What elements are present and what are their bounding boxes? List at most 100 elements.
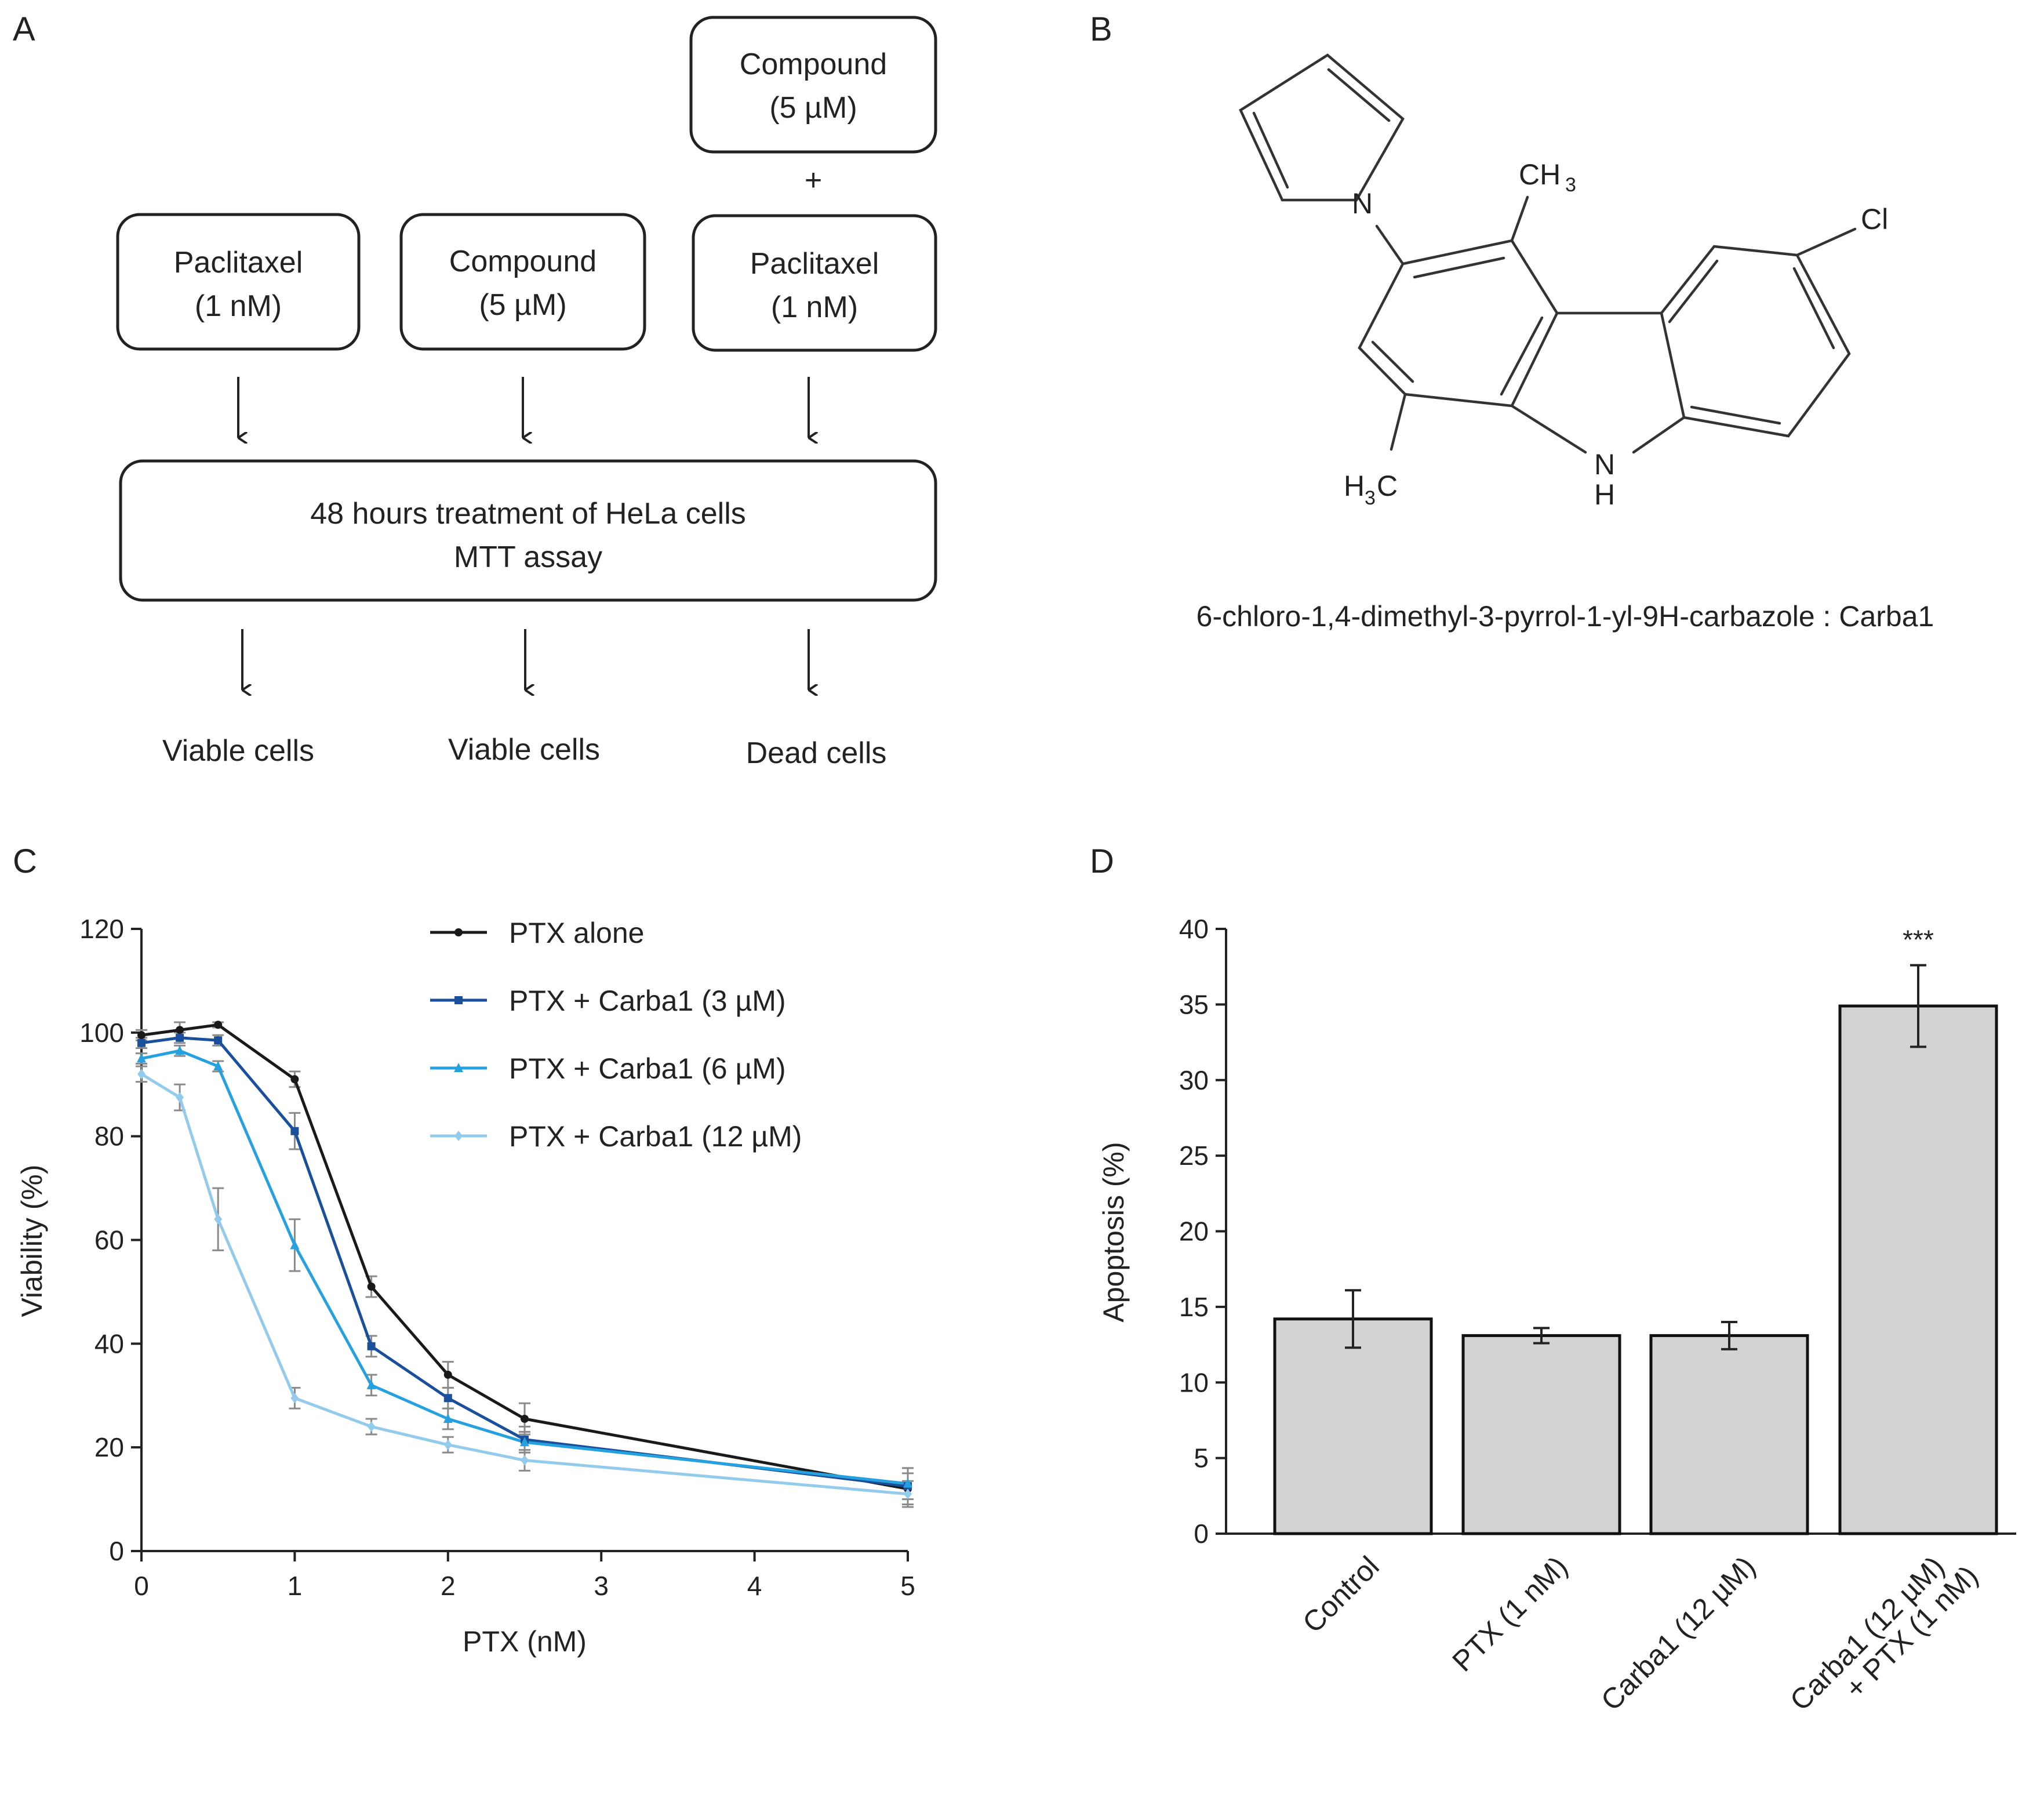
c-y-tick-label: 20 xyxy=(94,1432,124,1462)
box-treatment: 48 hours treatment of HeLa cells MTT ass… xyxy=(119,459,937,602)
c-y-tick-label: 0 xyxy=(109,1536,124,1566)
c-x-tick-label: 4 xyxy=(747,1571,762,1601)
panel-c-line-chart: C 0 20 40 60 80 100 120 0 1 2 3 4 5 PTX (nM) Viabil… xyxy=(13,842,915,1658)
c-data-point xyxy=(290,1240,300,1250)
atom-cl: Cl xyxy=(1861,203,1888,235)
c-data-point xyxy=(137,1038,146,1047)
box-compound-mid-line2: (5 µM) xyxy=(479,288,566,322)
c-data-point xyxy=(213,1061,223,1070)
c-series-line xyxy=(140,1073,908,1496)
c-legend-label: PTX alone xyxy=(509,917,644,949)
c-data-point xyxy=(366,1379,376,1389)
panel-b: B xyxy=(1090,10,1934,633)
atom-h3c-sub: 3 xyxy=(1365,487,1376,509)
c-y-tick-label: 100 xyxy=(79,1018,124,1048)
box-compound-top-line2: (5 µM) xyxy=(769,91,857,125)
d-bar xyxy=(1273,1317,1433,1535)
c-y-tick-label: 40 xyxy=(94,1328,124,1359)
box-paclitaxel-right: Paclitaxel (1 nM) xyxy=(692,214,937,352)
c-data-point xyxy=(367,1342,376,1350)
c-error-bars xyxy=(136,1021,914,1508)
c-data-point xyxy=(521,1414,529,1423)
atom-ch3-top: CH xyxy=(1519,158,1561,191)
c-series-lines xyxy=(140,1023,908,1496)
c-data-point xyxy=(454,1063,463,1072)
atom-h3c-c: C xyxy=(1377,470,1398,502)
c-legend-label: PTX + Carba1 (6 µM) xyxy=(509,1052,786,1085)
compound-caption: 6-chloro-1,4-dimethyl-3-pyrrol-1-yl-9H-c… xyxy=(1196,600,1934,633)
c-data-point xyxy=(290,1127,299,1135)
d-x-tick-label: PTX (1 nM) xyxy=(1446,1550,1573,1677)
c-data-point xyxy=(290,1075,299,1084)
carba1-structure xyxy=(1239,53,1857,454)
box-paclitaxel-left-line1: Paclitaxel xyxy=(174,246,303,279)
c-data-point xyxy=(176,1092,184,1103)
c-data-point xyxy=(521,1455,529,1466)
c-legend-label: PTX + Carba1 (12 µM) xyxy=(509,1120,802,1153)
panel-label-a: A xyxy=(13,10,35,48)
panel-label-d: D xyxy=(1090,842,1114,880)
d-y-tick-label: 25 xyxy=(1179,1141,1209,1171)
c-legend: PTX alone PTX + Carba1 (3 µM) PTX + Carba1… xyxy=(430,917,802,1153)
outcome-2: Viable cells xyxy=(448,733,600,767)
panel-d-bar-chart: D 0 5 10 15 20 25 30 35 40 *** Control PTX (1 nM)… xyxy=(1090,842,2016,1717)
c-y-axis-label: Viability (%) xyxy=(16,1164,48,1317)
c-data-point xyxy=(175,1045,185,1055)
d-significance-label: *** xyxy=(1903,925,1934,955)
box-paclitaxel-left: Paclitaxel (1 nM) xyxy=(116,213,361,351)
c-data-point xyxy=(137,1053,146,1063)
c-legend-label: PTX + Carba1 (3 µM) xyxy=(509,985,786,1017)
d-y-tick-label: 0 xyxy=(1194,1519,1209,1549)
d-y-ticks: 0 5 10 15 20 25 30 35 40 xyxy=(1179,914,1226,1549)
c-data-point xyxy=(214,1036,223,1045)
box-paclitaxel-right-line2: (1 nM) xyxy=(771,290,858,324)
plus-sign: + xyxy=(805,164,822,197)
d-y-axis-label: Apoptosis (%) xyxy=(1097,1142,1130,1322)
c-data-point xyxy=(367,1282,376,1291)
c-data-point xyxy=(443,1439,452,1450)
panel-a: A Paclitaxel (1 nM) Compound (5 µM) Comp… xyxy=(13,10,937,770)
atom-nh-n: N xyxy=(1594,448,1615,481)
c-y-ticks: 0 20 40 60 80 100 120 xyxy=(79,914,141,1566)
carba1-atom-labels: N CH 3 Cl N H H 3 C xyxy=(1344,158,1888,511)
d-y-tick-label: 35 xyxy=(1179,989,1209,1019)
c-x-tick-label: 2 xyxy=(441,1571,456,1601)
c-x-ticks: 0 1 2 3 4 5 xyxy=(134,1551,915,1601)
panel-label-b: B xyxy=(1090,10,1112,48)
c-data-point xyxy=(176,1033,184,1042)
box-treatment-line2: MTT assay xyxy=(454,540,602,574)
c-data-point xyxy=(454,928,463,936)
c-data-point xyxy=(290,1393,299,1404)
d-y-tick-label: 40 xyxy=(1179,914,1209,944)
atom-nh-h: H xyxy=(1594,478,1615,511)
c-data-point xyxy=(137,1069,146,1080)
d-x-tick-labels: Control PTX (1 nM) Carba1 (12 µM) Carba1 (1… xyxy=(1296,1550,1984,1717)
c-series-markers xyxy=(137,1021,912,1499)
c-x-tick-label: 0 xyxy=(134,1571,149,1601)
panel-label-c: C xyxy=(13,842,37,880)
d-y-tick-label: 15 xyxy=(1179,1292,1209,1322)
c-data-point xyxy=(214,1021,223,1029)
box-compound-top-line1: Compound xyxy=(740,48,887,81)
d-x-tick-label: Carba1 (12 µM) xyxy=(1595,1550,1762,1717)
c-x-tick-label: 1 xyxy=(288,1571,303,1601)
c-data-point xyxy=(903,1478,912,1488)
d-y-tick-label: 10 xyxy=(1179,1367,1209,1397)
atom-ch3-top-sub: 3 xyxy=(1565,174,1576,196)
c-data-point xyxy=(443,1413,453,1423)
c-data-point xyxy=(520,1437,529,1447)
d-x-tick-label: Control xyxy=(1296,1550,1385,1639)
outcome-3: Dead cells xyxy=(746,736,887,770)
outcome-1: Viable cells xyxy=(162,734,314,768)
box-compound-top: Compound (5 µM) xyxy=(689,16,937,154)
d-bars xyxy=(1273,1004,1998,1535)
box-paclitaxel-left-line2: (1 nM) xyxy=(195,289,282,323)
c-x-tick-label: 3 xyxy=(594,1571,609,1601)
d-y-tick-label: 5 xyxy=(1194,1443,1209,1473)
c-data-point xyxy=(443,1370,452,1379)
box-treatment-line1: 48 hours treatment of HeLa cells xyxy=(310,497,746,531)
c-x-axis-label: PTX (nM) xyxy=(463,1625,587,1658)
d-y-tick-label: 20 xyxy=(1179,1216,1209,1247)
d-error-bars xyxy=(1345,964,1926,1350)
